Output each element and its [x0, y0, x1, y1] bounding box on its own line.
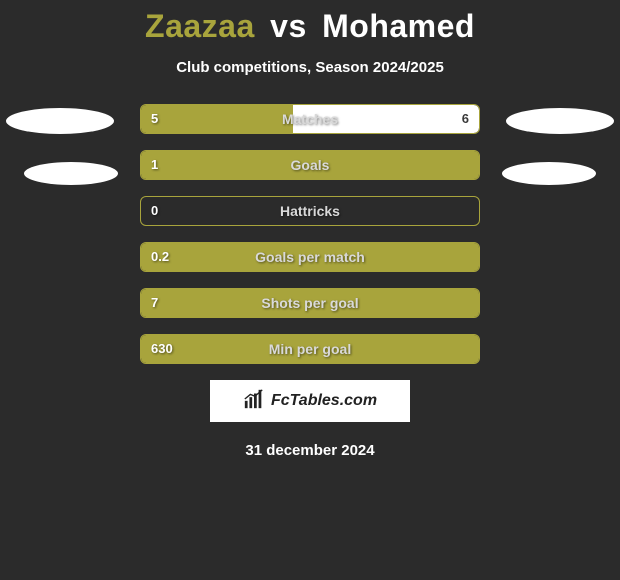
stat-fill-left — [141, 335, 479, 363]
stat-value-right: 6 — [462, 105, 469, 133]
stat-value-left: 0 — [151, 197, 158, 225]
stat-row: 56Matches — [140, 104, 480, 134]
fctables-logo: FcTables.com — [210, 380, 410, 422]
stat-fill-right — [293, 105, 479, 133]
player2-avatar-placeholder — [506, 108, 614, 134]
stat-value-left: 0.2 — [151, 243, 169, 271]
comparison-title: Zaazaa vs Mohamed — [0, 0, 620, 45]
stats-area: 56Matches1Goals0Hattricks0.2Goals per ma… — [0, 104, 620, 364]
logo-text: FcTables.com — [271, 392, 377, 410]
stat-fill-left — [141, 289, 479, 317]
player1-name: Zaazaa — [145, 8, 255, 44]
stat-fill-left — [141, 243, 479, 271]
stat-value-left: 1 — [151, 151, 158, 179]
stat-label: Hattricks — [141, 197, 479, 225]
vs-separator: vs — [270, 8, 307, 44]
stat-value-left: 5 — [151, 105, 158, 133]
chart-icon — [243, 388, 265, 415]
stat-value-left: 7 — [151, 289, 158, 317]
stat-row: 0.2Goals per match — [140, 242, 480, 272]
stat-row: 0Hattricks — [140, 196, 480, 226]
player2-club-placeholder — [502, 162, 596, 185]
stat-value-left: 630 — [151, 335, 173, 363]
player1-club-placeholder — [24, 162, 118, 185]
stat-fill-left — [141, 105, 293, 133]
player2-name: Mohamed — [322, 8, 475, 44]
stat-row: 7Shots per goal — [140, 288, 480, 318]
stat-fill-left — [141, 151, 479, 179]
stat-row: 630Min per goal — [140, 334, 480, 364]
subtitle: Club competitions, Season 2024/2025 — [0, 59, 620, 76]
date-label: 31 december 2024 — [0, 442, 620, 459]
player1-avatar-placeholder — [6, 108, 114, 134]
stat-row: 1Goals — [140, 150, 480, 180]
